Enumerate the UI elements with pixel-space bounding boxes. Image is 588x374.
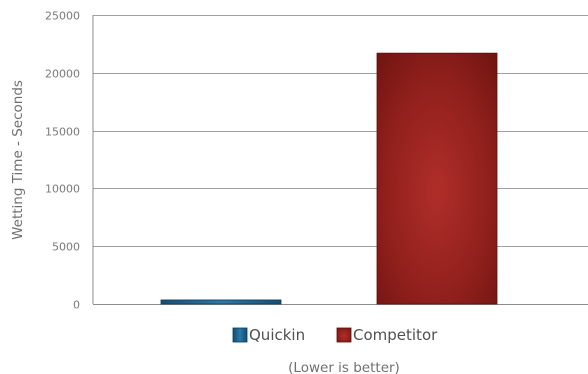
y-tick-label: 15000 [45, 126, 80, 139]
chart-note: (Lower is better) [288, 360, 400, 374]
legend-label-quickin: Quickin [249, 326, 305, 344]
y-axis-title: Wetting Time - Seconds [10, 80, 26, 240]
bars [160, 52, 498, 305]
legend-swatch-quickin [232, 327, 248, 343]
legend-swatch-competitor [336, 327, 352, 343]
y-tick-label: 25000 [45, 10, 80, 23]
legend: Quickin Competitor [232, 326, 438, 344]
legend-label-competitor: Competitor [353, 326, 438, 344]
bar-quickin [160, 299, 282, 305]
y-tick-label: 5000 [52, 241, 80, 254]
gridlines [93, 15, 588, 305]
y-axis-ticks: 0 5000 10000 15000 20000 25000 [45, 10, 80, 312]
y-tick-label: 10000 [45, 183, 80, 196]
y-tick-label: 20000 [45, 68, 80, 81]
bar-competitor [376, 52, 498, 305]
y-tick-label: 0 [73, 299, 80, 312]
